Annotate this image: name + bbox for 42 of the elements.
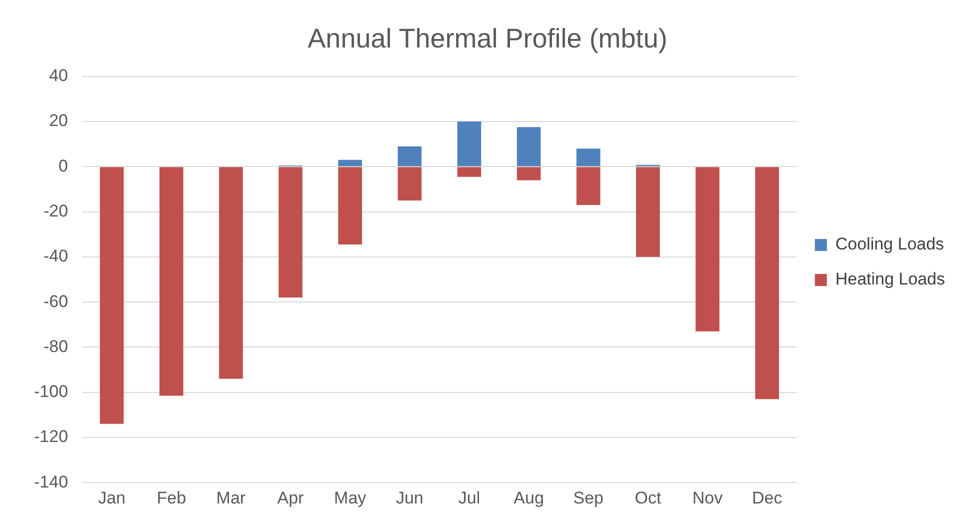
bar: [576, 167, 600, 206]
legend-label: Cooling Loads: [835, 234, 944, 254]
bar: [159, 167, 184, 396]
bar: [278, 167, 302, 298]
x-tick-label: Dec: [752, 488, 783, 508]
bar: [516, 167, 541, 180]
y-tick-label: -60: [43, 292, 68, 311]
x-tick-label: Oct: [634, 488, 662, 508]
x-tick-label: Jun: [396, 488, 424, 508]
x-tick-label: Mar: [216, 488, 246, 508]
y-tick-label: 40: [49, 66, 68, 86]
chart-title: Annual Thermal Profile (mbtu): [308, 24, 668, 54]
y-tick-label: 20: [49, 111, 68, 130]
bar: [338, 167, 362, 245]
x-tick-label: Aug: [514, 488, 544, 508]
y-tick-label: -80: [43, 336, 68, 356]
x-tick-label: May: [334, 488, 367, 508]
bar: [755, 167, 779, 400]
x-tick-label: Feb: [156, 488, 186, 508]
bar: [457, 122, 482, 166]
y-tick-label: -40: [43, 246, 68, 266]
bar: [636, 167, 660, 257]
y-tick-label: -140: [34, 472, 68, 492]
x-tick-label: Nov: [692, 488, 724, 508]
y-tick-label: -20: [43, 201, 68, 220]
bar: [100, 167, 124, 424]
bar: [576, 148, 600, 166]
bar: [516, 127, 541, 166]
y-tick-label: -100: [34, 382, 68, 402]
bar: [338, 160, 362, 166]
y-tick-label: -120: [34, 427, 68, 446]
x-tick-label: Jul: [458, 488, 480, 508]
bar: [398, 167, 422, 201]
bar: [457, 167, 482, 177]
bar: [696, 167, 720, 332]
bar: [219, 167, 243, 379]
x-tick-label: Jan: [98, 488, 126, 508]
x-tick-label: Apr: [277, 488, 304, 508]
y-tick-label: 0: [58, 156, 68, 176]
bar: [398, 146, 422, 166]
x-tick-label: Sep: [573, 488, 604, 508]
legend-label: Heating Loads: [835, 270, 946, 289]
